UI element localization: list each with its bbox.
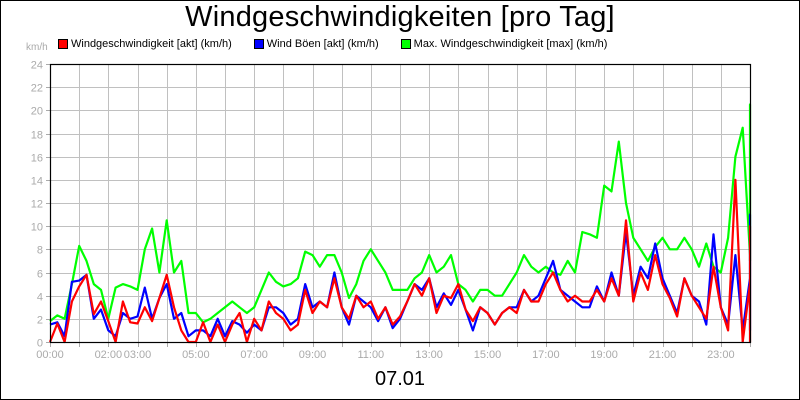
- legend-item-speed: Windgeschwindigkeit [akt] (km/h): [58, 38, 232, 50]
- legend-swatch-red: [58, 39, 68, 49]
- y-tick-label: 20: [31, 106, 43, 118]
- series-line: [49, 103, 752, 324]
- legend-label: Windgeschwindigkeit [akt] (km/h): [71, 38, 232, 50]
- chart-title: Windgeschwindigkeiten [pro Tag]: [185, 1, 615, 33]
- legend-label: Max. Windgeschwindigkeit [max] (km/h): [413, 38, 608, 50]
- x-tick-label: 09:00: [299, 349, 327, 361]
- x-tick-label: 21:00: [649, 349, 677, 361]
- x-tick-label: 05:00: [182, 349, 210, 361]
- y-axis-unit: km/h: [26, 42, 48, 53]
- x-tick-label: 23:00: [707, 349, 735, 361]
- y-tick-label: 2: [37, 315, 43, 327]
- y-tick-label: 18: [31, 130, 43, 142]
- legend-swatch-blue: [253, 39, 264, 49]
- legend-swatch-green: [400, 39, 411, 49]
- x-tick-label: 03:00: [124, 349, 152, 361]
- x-tick-label: 00:00: [36, 349, 64, 361]
- x-tick-label: 19:00: [590, 349, 618, 361]
- y-tick-label: 0: [37, 338, 43, 350]
- y-tick-label: 16: [31, 153, 43, 165]
- y-tick-label: 12: [31, 199, 43, 211]
- legend-item-max: Max. Windgeschwindigkeit [max] (km/h): [400, 38, 608, 50]
- x-axis-date-label: 07.01: [374, 368, 426, 390]
- x-tick-label: 15:00: [474, 349, 502, 361]
- legend-item-gusts: Wind Böen [akt] (km/h): [253, 38, 379, 50]
- x-tick-label: 02:00: [95, 349, 123, 361]
- y-tick-label: 6: [37, 269, 43, 281]
- x-tick-label: 07:00: [240, 349, 268, 361]
- series-line: [48, 178, 752, 344]
- x-tick-label: 13:00: [415, 349, 443, 361]
- y-tick-label: 10: [31, 222, 43, 234]
- legend-label: Wind Böen [akt] (km/h): [266, 38, 379, 50]
- y-tick-label: 4: [37, 292, 43, 304]
- x-tick-label: 17:00: [532, 349, 560, 361]
- x-tick-label: 11:00: [357, 349, 384, 361]
- plot-border: [49, 63, 752, 344]
- y-tick-label: 22: [31, 83, 43, 95]
- y-tick-label: 14: [31, 176, 43, 188]
- y-tick-label: 24: [31, 60, 43, 72]
- legend: Windgeschwindigkeit [akt] (km/h) Wind Bö…: [58, 38, 629, 50]
- y-tick-label: 8: [37, 245, 43, 257]
